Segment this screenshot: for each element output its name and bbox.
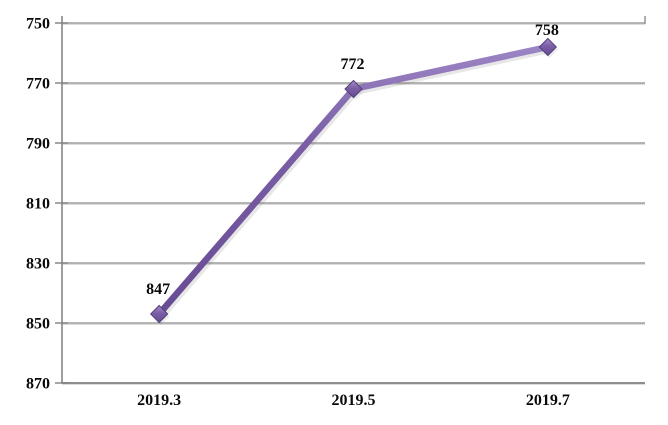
y-axis-label: 850 [26, 316, 50, 333]
x-axis-label: 2019.5 [332, 392, 376, 409]
data-label: 847 [146, 281, 170, 298]
diamond-marker [538, 37, 558, 57]
diamond-marker [149, 304, 169, 324]
y-axis-label: 770 [26, 76, 50, 93]
y-axis-label: 810 [26, 196, 50, 213]
data-label: 758 [535, 22, 559, 39]
y-axis-label: 790 [26, 136, 50, 153]
y-axis-label: 830 [26, 256, 50, 273]
y-axis-label: 870 [26, 376, 50, 393]
x-axis-label: 2019.3 [137, 392, 181, 409]
data-label: 772 [341, 56, 365, 73]
y-axis-label: 750 [26, 16, 50, 33]
x-axis-label: 2019.7 [526, 392, 570, 409]
diamond-marker [344, 79, 363, 99]
